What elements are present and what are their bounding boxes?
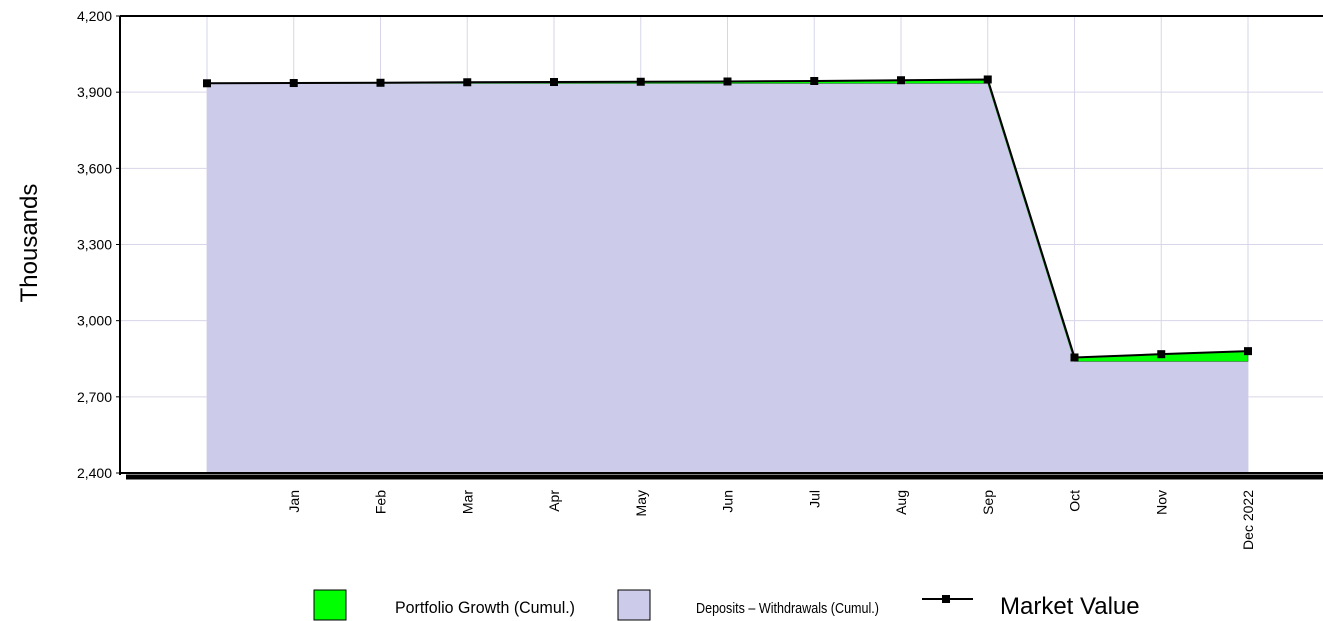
x-tick-label: Oct [1067,490,1083,512]
legend-marker-market-value [942,595,950,603]
legend-swatch-deposits-withdrawals [617,589,651,621]
axes [116,15,1323,480]
legend-label-deposits-withdrawals: Deposits – Withdrawals (Cumul.) [696,600,879,617]
legend-swatch-portfolio-growth [313,589,347,621]
x-tick-label: Dec 2022 [1240,490,1256,550]
y-axis-label: Thousands [16,184,43,303]
x-tick-label: Jun [720,490,736,513]
market-value-point [550,78,558,87]
x-tick-label: Mar [459,490,475,514]
market-value-point [463,78,472,87]
market-value-point [810,76,819,85]
market-value-point [289,79,298,88]
market-value-point [376,78,385,87]
x-tick-label: Apr [546,490,562,512]
market-value-point [203,79,211,88]
y-tick-label: 4,200 [77,8,112,24]
market-value-point [1070,353,1079,362]
y-tick-label: 3,900 [77,84,112,100]
x-tick-label: Sep [980,490,996,515]
y-tick-label: 2,400 [77,465,112,481]
area-series [206,79,1249,474]
x-tick-label: Aug [893,490,909,515]
legend-label-portfolio-growth: Portfolio Growth (Cumul.) [395,598,575,617]
y-tick-label: 3,300 [77,237,112,253]
legend: Portfolio Growth (Cumul.) Deposits – Wit… [313,589,1140,621]
x-tick-label: Nov [1153,490,1169,515]
market-value-point [723,77,732,86]
x-tick-label: Jul [806,490,822,508]
deposits-withdrawals-area [207,83,1248,474]
market-value-point [636,77,645,86]
y-tick-label: 3,600 [77,160,112,176]
market-value-point [1157,350,1166,359]
market-value-point [1244,347,1252,356]
y-tick-label: 2,700 [77,389,112,405]
y-tick-label: 3,000 [77,313,112,329]
legend-label-market-value: Market Value [1000,593,1140,620]
market-value-line [203,75,1252,362]
x-tick-label: May [633,490,649,516]
market-value-point [897,76,905,85]
x-tick-label: Feb [373,490,389,514]
tick-labels: 2,400 2,700 3,000 3,300 3,600 3,900 4,200 Jan Fe… [77,8,1256,550]
x-tick-label: Jan [286,490,302,513]
market-value-point [983,75,992,84]
